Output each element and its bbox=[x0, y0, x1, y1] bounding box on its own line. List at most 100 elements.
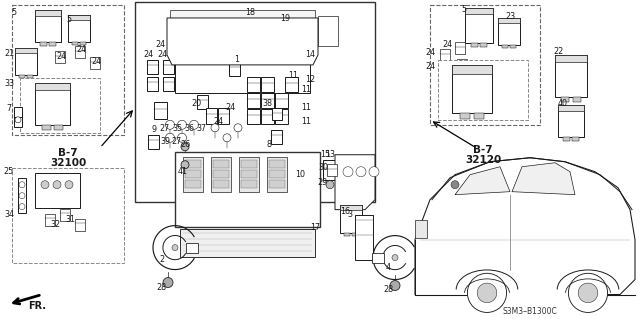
Bar bbox=[19, 75, 25, 78]
Bar bbox=[474, 113, 484, 119]
Circle shape bbox=[392, 255, 398, 261]
Bar bbox=[457, 59, 467, 71]
Bar bbox=[340, 205, 362, 233]
Text: 24: 24 bbox=[442, 41, 452, 49]
Bar bbox=[241, 180, 257, 188]
Bar bbox=[275, 93, 288, 108]
Circle shape bbox=[41, 181, 49, 189]
Bar bbox=[555, 55, 587, 97]
Text: 32120: 32120 bbox=[465, 155, 501, 165]
Text: 8: 8 bbox=[266, 140, 271, 149]
Text: 2: 2 bbox=[159, 255, 164, 264]
Bar bbox=[340, 205, 362, 210]
Text: 24: 24 bbox=[425, 63, 435, 71]
Circle shape bbox=[234, 124, 242, 132]
Bar bbox=[75, 219, 85, 231]
Text: 39: 39 bbox=[160, 137, 170, 146]
Text: 25: 25 bbox=[4, 167, 14, 176]
Bar bbox=[415, 220, 427, 238]
Text: 11: 11 bbox=[301, 117, 311, 126]
Bar bbox=[20, 78, 100, 133]
Circle shape bbox=[211, 124, 219, 132]
Bar bbox=[15, 48, 37, 53]
Bar bbox=[147, 60, 158, 74]
Bar bbox=[186, 242, 198, 253]
Circle shape bbox=[189, 120, 198, 129]
Bar bbox=[460, 113, 470, 119]
Bar bbox=[35, 83, 70, 90]
Text: 20: 20 bbox=[191, 99, 201, 108]
Bar bbox=[355, 215, 373, 260]
Text: 24: 24 bbox=[155, 41, 165, 49]
Bar bbox=[269, 180, 285, 188]
Bar bbox=[54, 125, 63, 130]
Bar bbox=[55, 51, 65, 63]
Text: 24: 24 bbox=[425, 48, 435, 57]
Text: 28: 28 bbox=[383, 285, 393, 294]
Circle shape bbox=[65, 181, 73, 189]
Circle shape bbox=[451, 181, 459, 189]
Text: 13: 13 bbox=[325, 150, 335, 159]
Text: 9: 9 bbox=[152, 125, 157, 134]
Circle shape bbox=[578, 283, 598, 303]
Text: 5: 5 bbox=[461, 5, 467, 14]
Bar bbox=[498, 18, 520, 45]
Circle shape bbox=[19, 182, 25, 188]
Polygon shape bbox=[335, 155, 375, 210]
Text: 28: 28 bbox=[156, 283, 166, 292]
Text: B-7: B-7 bbox=[473, 145, 493, 155]
Polygon shape bbox=[512, 163, 575, 195]
Bar bbox=[563, 137, 570, 141]
Bar bbox=[261, 93, 274, 108]
Bar bbox=[481, 43, 488, 47]
Bar bbox=[344, 233, 350, 236]
Circle shape bbox=[356, 167, 366, 177]
Text: S3M3–B1300C: S3M3–B1300C bbox=[502, 308, 557, 316]
Bar bbox=[170, 10, 315, 20]
Bar bbox=[14, 107, 22, 127]
Bar bbox=[135, 2, 375, 202]
Circle shape bbox=[390, 280, 400, 291]
Text: 24: 24 bbox=[157, 50, 167, 59]
Bar bbox=[68, 15, 90, 42]
Polygon shape bbox=[56, 118, 70, 130]
Bar bbox=[247, 93, 260, 108]
Bar bbox=[440, 49, 450, 61]
Bar bbox=[185, 160, 201, 168]
Bar bbox=[12, 168, 124, 263]
Circle shape bbox=[166, 120, 175, 129]
Bar bbox=[452, 65, 492, 73]
Bar bbox=[267, 157, 287, 192]
Text: 24: 24 bbox=[91, 57, 101, 66]
Bar bbox=[372, 253, 384, 263]
Bar bbox=[213, 170, 229, 178]
Bar bbox=[239, 157, 259, 192]
Text: 22: 22 bbox=[554, 48, 564, 56]
Bar bbox=[35, 10, 61, 16]
Bar bbox=[180, 229, 315, 256]
Bar bbox=[45, 214, 55, 226]
Text: 17: 17 bbox=[310, 223, 320, 232]
Text: 33: 33 bbox=[4, 79, 14, 88]
Text: 16: 16 bbox=[340, 207, 350, 216]
Bar bbox=[241, 160, 257, 168]
Bar bbox=[572, 137, 579, 141]
Circle shape bbox=[53, 181, 61, 189]
Bar bbox=[206, 108, 217, 124]
Bar bbox=[183, 157, 203, 192]
Circle shape bbox=[181, 161, 189, 169]
Bar bbox=[68, 15, 90, 20]
Bar bbox=[241, 170, 257, 178]
Bar bbox=[502, 45, 508, 48]
Bar bbox=[80, 42, 86, 45]
Text: 14: 14 bbox=[305, 50, 315, 59]
Bar bbox=[213, 180, 229, 188]
Text: 41: 41 bbox=[178, 167, 188, 176]
Bar bbox=[498, 18, 520, 23]
Text: 5: 5 bbox=[67, 15, 72, 25]
Bar bbox=[327, 164, 337, 176]
Bar bbox=[455, 42, 465, 54]
Text: 37: 37 bbox=[196, 124, 206, 133]
Bar bbox=[148, 135, 159, 149]
Text: B-7: B-7 bbox=[58, 148, 78, 158]
